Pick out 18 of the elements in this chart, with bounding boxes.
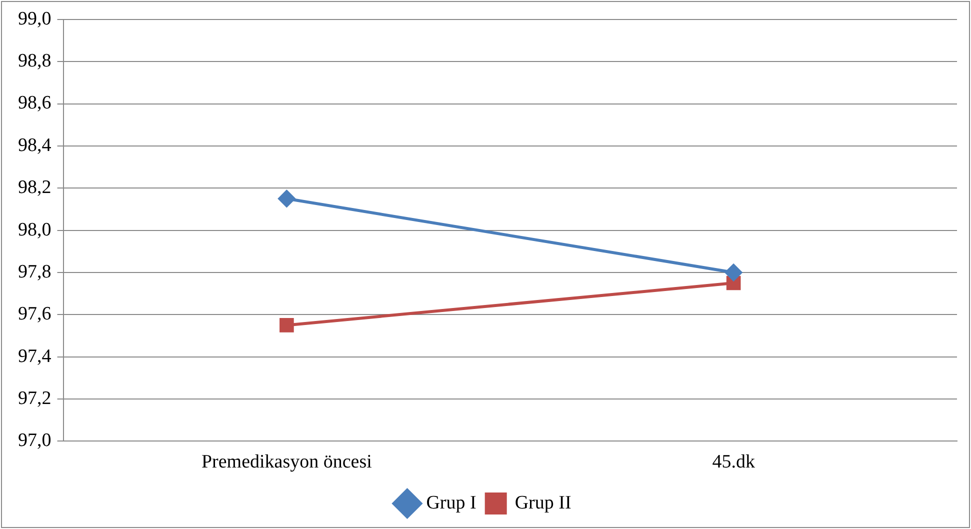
point (280, 318, 294, 332)
x-tick-label: Premedikasyon öncesi (201, 452, 372, 473)
y-tick-label: 98,4 (18, 134, 52, 156)
y-tick-label: 97,8 (18, 261, 52, 282)
y-tick-label: 98,2 (18, 177, 52, 198)
y-tick-label: 98,6 (18, 92, 52, 114)
point (725, 264, 742, 281)
y-tick-label: 97,2 (18, 388, 52, 410)
y-tick-label: 99,0 (18, 8, 52, 30)
point (278, 190, 296, 208)
legend-label: Grup II (514, 492, 572, 514)
y-tick-label: 97,4 (18, 346, 52, 367)
legend-label: Grup I (426, 492, 476, 514)
y-tick-label: 98,8 (18, 50, 52, 72)
y-tick-label: 98,0 (18, 219, 52, 240)
y-tick-label: 97,6 (18, 304, 52, 325)
y-tick-label: 97,0 (18, 430, 52, 452)
x-tick-label: 45.dk (712, 452, 756, 473)
